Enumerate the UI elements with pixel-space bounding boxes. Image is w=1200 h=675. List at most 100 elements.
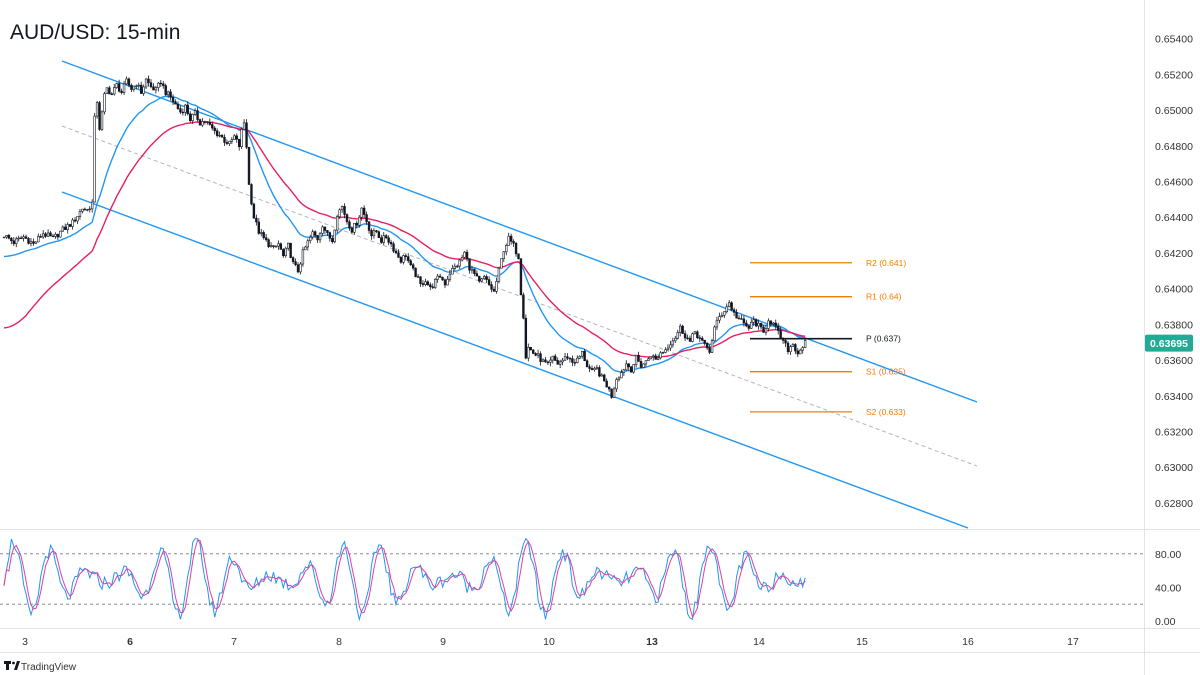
candle[interactable] (68, 223, 72, 227)
candle[interactable] (634, 354, 638, 368)
candle[interactable] (556, 357, 559, 365)
candle[interactable] (416, 273, 420, 278)
candle[interactable] (443, 278, 447, 289)
candle[interactable] (612, 386, 616, 398)
candle[interactable] (485, 274, 488, 284)
candle[interactable] (162, 81, 165, 89)
candle[interactable] (98, 100, 101, 131)
candle[interactable] (580, 350, 584, 359)
candle[interactable] (674, 335, 677, 343)
candle[interactable] (392, 241, 395, 253)
candle[interactable] (470, 265, 474, 274)
candle[interactable] (198, 118, 202, 126)
candle[interactable] (480, 277, 483, 283)
candle[interactable] (801, 346, 804, 354)
candle[interactable] (235, 133, 238, 143)
candle[interactable] (22, 234, 25, 242)
candle[interactable] (81, 208, 84, 214)
candle[interactable] (353, 222, 356, 235)
candle[interactable] (29, 238, 33, 247)
candle[interactable] (372, 228, 376, 239)
candle[interactable] (313, 230, 317, 239)
candle[interactable] (191, 113, 194, 124)
candle[interactable] (384, 233, 388, 240)
candle[interactable] (260, 228, 263, 237)
candle[interactable] (19, 235, 23, 240)
candle[interactable] (44, 231, 47, 238)
candle[interactable] (176, 101, 180, 110)
candle[interactable] (421, 280, 425, 287)
candle[interactable] (135, 84, 138, 90)
candle[interactable] (676, 329, 679, 340)
candle[interactable] (130, 83, 133, 92)
candle[interactable] (576, 355, 579, 364)
candle[interactable] (723, 311, 726, 319)
candle[interactable] (637, 351, 640, 362)
candle[interactable] (735, 309, 738, 319)
candle[interactable] (105, 87, 109, 94)
candle[interactable] (492, 286, 496, 292)
candle[interactable] (201, 118, 204, 127)
candle[interactable] (757, 319, 760, 330)
candle[interactable] (666, 344, 670, 351)
candle[interactable] (113, 83, 116, 96)
candle[interactable] (803, 337, 807, 348)
candle[interactable] (531, 349, 535, 355)
candle[interactable] (664, 347, 667, 354)
candle[interactable] (95, 100, 99, 119)
candle[interactable] (196, 107, 199, 122)
candle[interactable] (786, 340, 790, 355)
candle[interactable] (686, 334, 689, 340)
candle[interactable] (426, 280, 430, 287)
candle[interactable] (225, 139, 229, 146)
candle[interactable] (424, 278, 427, 287)
candle[interactable] (629, 365, 633, 373)
candle[interactable] (331, 235, 334, 244)
candle[interactable] (456, 264, 459, 268)
candle[interactable] (573, 358, 577, 367)
candle[interactable] (399, 255, 403, 264)
candle[interactable] (137, 82, 140, 89)
candle[interactable] (558, 359, 562, 369)
candle[interactable] (402, 254, 405, 265)
candle[interactable] (512, 239, 515, 247)
candle[interactable] (83, 207, 87, 211)
candle[interactable] (61, 225, 65, 232)
candle[interactable] (215, 128, 219, 138)
candle[interactable] (652, 354, 655, 361)
pivot-level[interactable]: R2 (0.641) (750, 258, 906, 268)
candle[interactable] (382, 231, 385, 246)
candle[interactable] (546, 360, 550, 366)
candle[interactable] (120, 88, 123, 95)
candle[interactable] (617, 376, 621, 382)
candle[interactable] (37, 233, 40, 243)
candle[interactable] (710, 338, 714, 353)
candle[interactable] (541, 358, 545, 363)
candle[interactable] (683, 330, 687, 341)
candle[interactable] (272, 245, 275, 249)
candle[interactable] (46, 229, 50, 237)
candle[interactable] (451, 264, 454, 275)
candle[interactable] (772, 322, 775, 326)
candle[interactable] (7, 233, 11, 240)
candle[interactable] (166, 90, 170, 99)
candle[interactable] (411, 263, 415, 271)
candle[interactable] (539, 351, 542, 366)
candle[interactable] (230, 137, 234, 145)
candle[interactable] (247, 146, 251, 185)
candle[interactable] (328, 231, 332, 242)
candle[interactable] (600, 373, 604, 377)
candle[interactable] (144, 78, 148, 90)
candle[interactable] (478, 275, 481, 283)
candle[interactable] (27, 237, 30, 245)
candle[interactable] (588, 364, 591, 373)
candle[interactable] (117, 79, 121, 93)
candle[interactable] (568, 357, 572, 363)
candle[interactable] (49, 230, 52, 237)
candle[interactable] (250, 183, 253, 206)
candle[interactable] (24, 234, 28, 239)
candle[interactable] (370, 228, 373, 240)
candle[interactable] (482, 274, 486, 280)
candle[interactable] (340, 205, 344, 213)
candle[interactable] (174, 99, 177, 105)
